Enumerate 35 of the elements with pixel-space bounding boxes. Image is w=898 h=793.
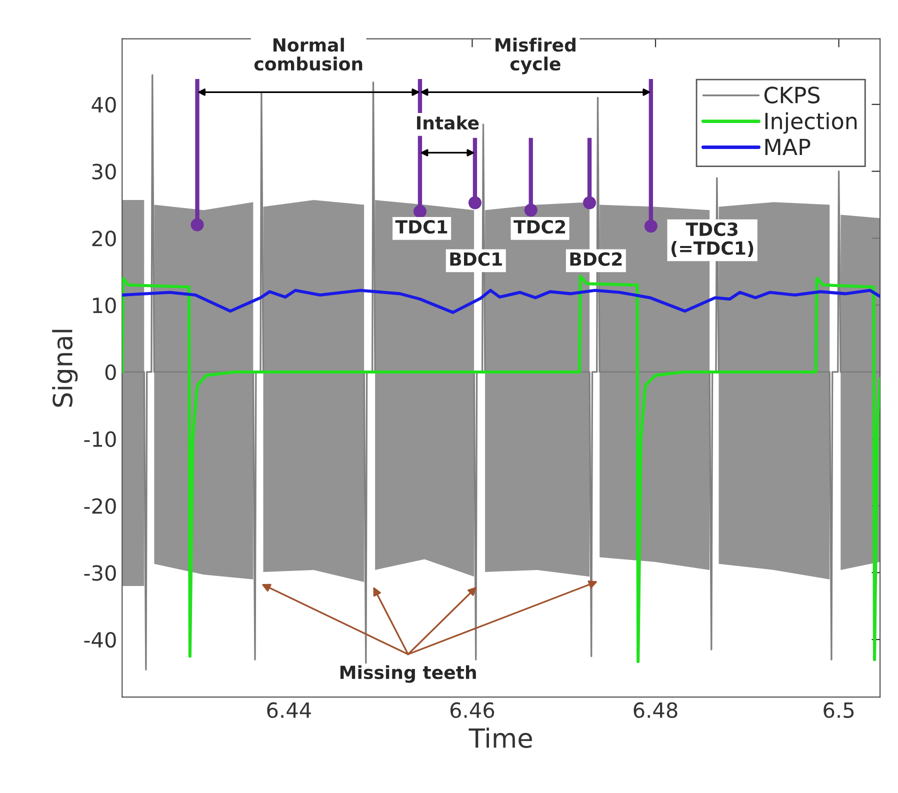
annotation: Misfired cycle — [496, 38, 576, 74]
annotation: Missing teeth — [340, 665, 476, 683]
annotation: TDC2 — [514, 220, 566, 234]
point — [468, 196, 482, 210]
legend-label: Injection — [765, 112, 857, 134]
line-series — [122, 288, 880, 314]
y-tick-label: -20 — [84, 498, 116, 514]
y-tick-label: -10 — [84, 431, 116, 448]
point — [413, 204, 426, 218]
point — [644, 220, 658, 233]
annotation: BDC2 — [570, 252, 622, 266]
x-tick-label: 6.44 — [267, 702, 311, 718]
legend-label: MAP — [765, 138, 810, 156]
annotation: Intake — [417, 116, 479, 130]
line-series — [122, 274, 880, 664]
point — [190, 218, 204, 232]
y-tick-label: 40 — [92, 96, 116, 113]
y-tick-label: 30 — [92, 164, 116, 180]
y-tick-label: 0 — [105, 364, 116, 380]
annotation: TDC3 (=TDC1) — [672, 222, 754, 258]
y-axis-title: Signal — [52, 330, 78, 407]
y-tick-label: -30 — [84, 565, 116, 581]
x-tick-label: 6.5 — [824, 702, 854, 718]
x-axis-title: Time — [468, 728, 532, 748]
point — [524, 204, 538, 217]
legend-label: CKPS — [764, 86, 820, 104]
annotation: Normal combusion — [254, 38, 362, 71]
annotation: BDC1 — [450, 252, 502, 266]
y-tick-label: 10 — [93, 298, 116, 314]
annotation: TDC1 — [395, 220, 448, 234]
y-tick-label: -40 — [84, 632, 116, 648]
point — [583, 196, 596, 210]
x-tick-label: 6.48 — [634, 702, 678, 718]
x-tick-label: 6.46 — [450, 702, 494, 718]
y-tick-label: 20 — [92, 230, 116, 246]
